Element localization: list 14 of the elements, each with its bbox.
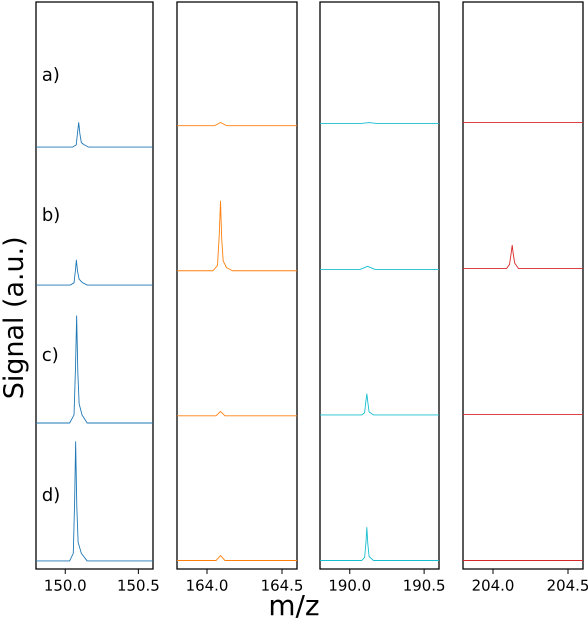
x-tick-label: 190.0 xyxy=(330,580,370,591)
annotation: c) xyxy=(42,347,58,364)
x-tick-label: 164.5 xyxy=(262,580,302,591)
x-tick-label: 150.5 xyxy=(118,580,158,591)
annotation: b) xyxy=(43,207,59,224)
y-axis-title: Signal (a.u.) xyxy=(2,238,29,398)
text: a) xyxy=(42,67,58,84)
x-tick-label: 204.5 xyxy=(548,580,588,591)
x-tick-label: 150.0 xyxy=(46,580,86,591)
annotation: d) xyxy=(42,487,59,504)
x-tick-label: 204.0 xyxy=(472,580,514,591)
x-tick-label: 190.5 xyxy=(404,580,444,591)
x-axis-title: m/z xyxy=(270,594,318,618)
x-tick-label: 164.0 xyxy=(187,580,228,591)
